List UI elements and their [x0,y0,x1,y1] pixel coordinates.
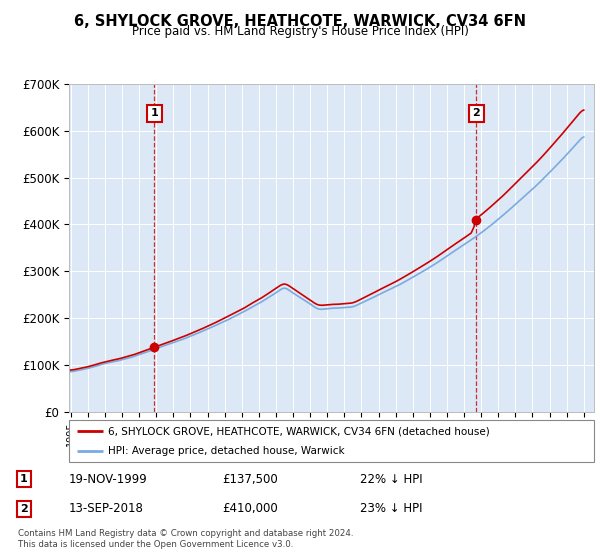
Text: 2: 2 [20,504,28,514]
Text: £137,500: £137,500 [222,473,278,486]
Text: 2: 2 [472,109,480,119]
Text: 1: 1 [20,474,28,484]
Text: 22% ↓ HPI: 22% ↓ HPI [360,473,422,486]
Text: 1: 1 [150,109,158,119]
Text: Contains HM Land Registry data © Crown copyright and database right 2024.
This d: Contains HM Land Registry data © Crown c… [18,529,353,549]
Text: Price paid vs. HM Land Registry's House Price Index (HPI): Price paid vs. HM Land Registry's House … [131,25,469,38]
Text: 6, SHYLOCK GROVE, HEATHCOTE, WARWICK, CV34 6FN (detached house): 6, SHYLOCK GROVE, HEATHCOTE, WARWICK, CV… [109,426,490,436]
Text: HPI: Average price, detached house, Warwick: HPI: Average price, detached house, Warw… [109,446,345,456]
Text: 6, SHYLOCK GROVE, HEATHCOTE, WARWICK, CV34 6FN: 6, SHYLOCK GROVE, HEATHCOTE, WARWICK, CV… [74,14,526,29]
Text: 13-SEP-2018: 13-SEP-2018 [69,502,144,515]
Text: 23% ↓ HPI: 23% ↓ HPI [360,502,422,515]
Text: £410,000: £410,000 [222,502,278,515]
Text: 19-NOV-1999: 19-NOV-1999 [69,473,148,486]
FancyBboxPatch shape [69,420,594,462]
